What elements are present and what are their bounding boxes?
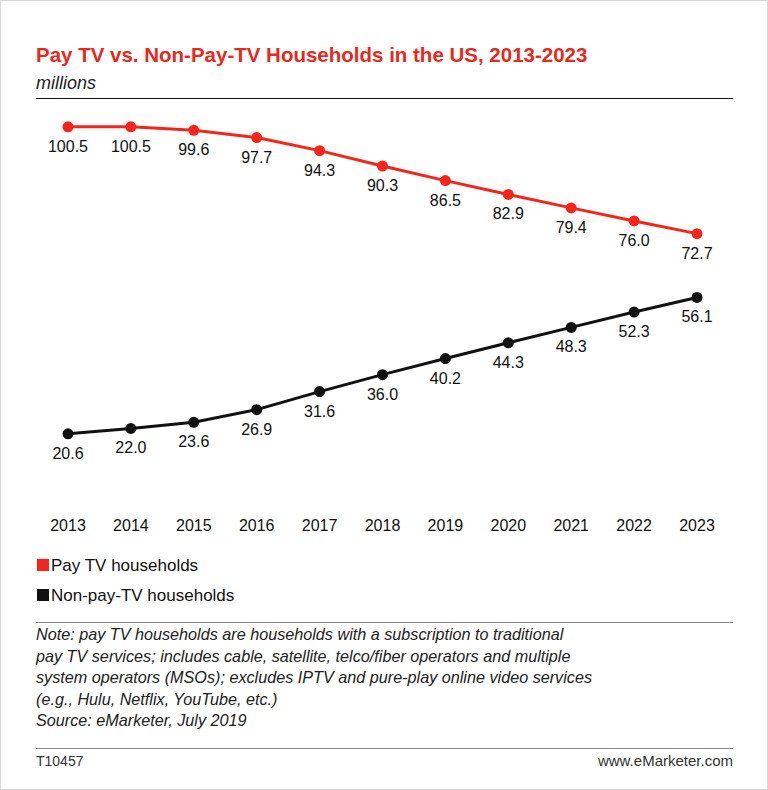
data-label: 90.3 [367,177,398,194]
x-tick-label: 2017 [302,517,338,534]
note-line: Note: pay TV households are households w… [36,625,564,643]
data-label: 23.6 [178,433,209,450]
point [692,228,703,239]
data-label: 82.9 [493,205,524,222]
note-line: system operators (MSOs); excludes IPTV a… [36,668,592,686]
legend-label: Non-pay-TV households [51,586,234,605]
note-line: pay TV services; includes cable, satelli… [35,647,570,665]
point [629,215,640,226]
data-labels: 100.5 100.5 99.6 97.7 94.3 90.3 86.5 82.9 79.4 76… [48,138,713,462]
footer-rule [36,748,733,749]
data-label: 56.1 [681,308,712,325]
point [251,404,262,415]
data-label: 94.3 [304,162,335,179]
legend-swatch [37,589,49,601]
x-tick-label: 2021 [553,517,589,534]
website: www.eMarketer.com [597,752,733,769]
data-label: 76.0 [619,232,650,249]
data-label: 48.3 [556,338,587,355]
chart: Pay TV vs. Non-Pay-TV Households in the … [0,0,768,790]
data-label: 44.3 [493,354,524,371]
data-label: 22.0 [115,439,146,456]
source: Source: eMarketer, July 2019 [36,711,247,729]
data-label: 100.5 [111,138,151,155]
point [503,189,514,200]
data-label: 86.5 [430,192,461,209]
point [125,121,136,132]
header-rule [36,98,733,99]
point [440,175,451,186]
point [63,428,74,439]
chart-id: T10457 [36,753,84,769]
note-line: (e.g., Hulu, Netflix, YouTube, etc.) [36,690,277,708]
note-rule [36,622,733,623]
x-tick-label: 2015 [176,517,212,534]
data-label: 40.2 [430,370,461,387]
x-tick-label: 2014 [113,517,149,534]
x-tick-label: 2023 [679,517,715,534]
point [692,292,703,303]
data-label: 31.6 [304,403,335,420]
legend-label: Pay TV households [51,556,198,575]
point [251,132,262,143]
point [566,202,577,213]
data-label: 26.9 [241,421,272,438]
point [314,386,325,397]
series-line [68,297,697,433]
data-label: 79.4 [556,219,587,236]
point [188,125,199,136]
data-label: 36.0 [367,386,398,403]
data-label: 52.3 [619,323,650,340]
x-tick-label: 2020 [491,517,527,534]
point [63,121,74,132]
point [188,417,199,428]
x-tick-label: 2013 [50,517,86,534]
point [629,307,640,318]
data-label: 20.6 [52,445,83,462]
legend-swatch [37,559,49,571]
data-label: 100.5 [48,138,88,155]
legend: Pay TV households Non-pay-TV households [37,556,234,605]
x-tick-label: 2016 [239,517,275,534]
x-tick-label: 2018 [365,517,401,534]
subtitle: millions [36,73,96,93]
series-line [68,127,697,234]
point [314,145,325,156]
marks [63,121,703,439]
point [377,161,388,172]
point [503,337,514,348]
point [377,369,388,380]
frame [1,1,768,790]
x-tick-label: 2019 [428,517,464,534]
data-label: 72.7 [681,245,712,262]
title: Pay TV vs. Non-Pay-TV Households in the … [36,43,587,66]
data-label: 97.7 [241,149,272,166]
data-label: 99.6 [178,141,209,158]
point [440,353,451,364]
x-tick-label: 2022 [616,517,652,534]
point [566,322,577,333]
point [125,423,136,434]
